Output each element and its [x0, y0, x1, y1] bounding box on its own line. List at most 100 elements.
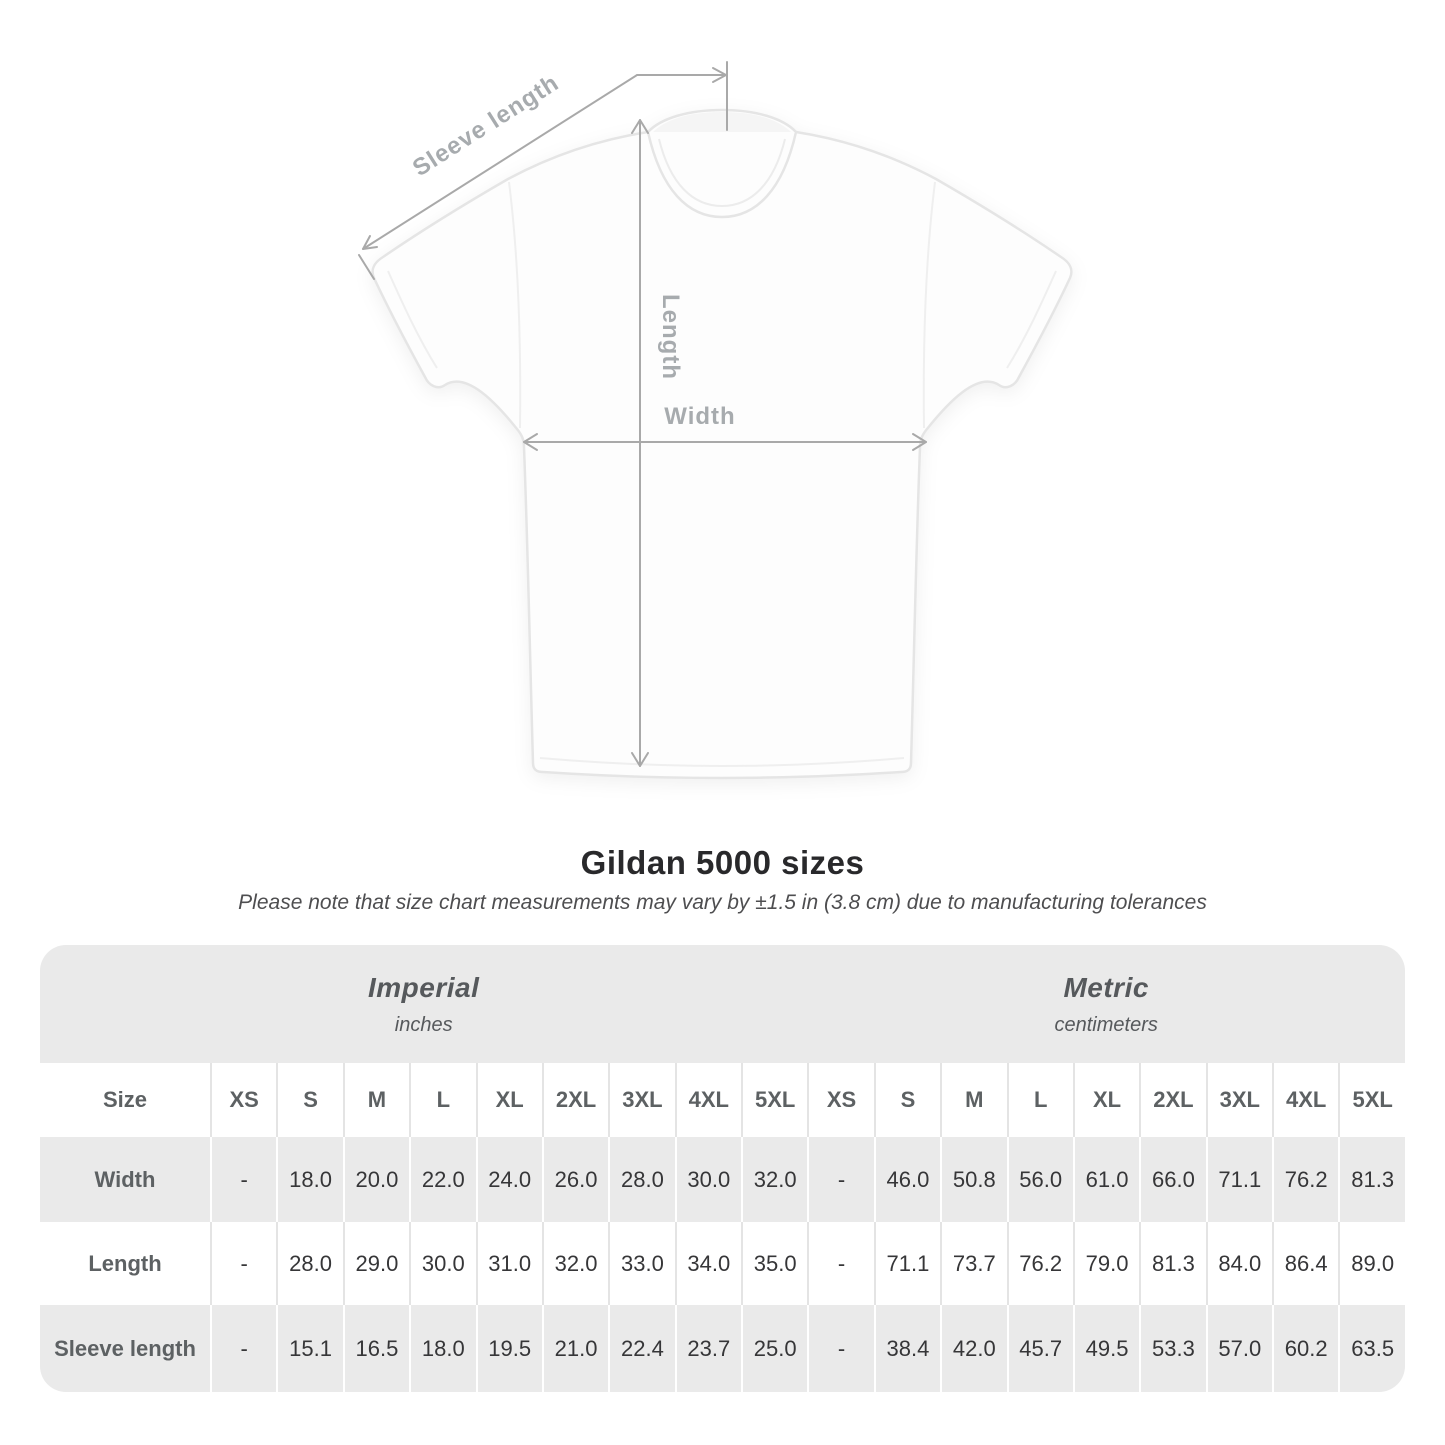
- measurement-value-cell: 32.0: [541, 1222, 609, 1305]
- left-sleeve-seam: [508, 181, 522, 429]
- size-header-cell: XS: [210, 1063, 277, 1137]
- measurement-value-cell: 28.0: [276, 1222, 343, 1305]
- measurement-value-cell: 16.5: [342, 1305, 410, 1392]
- measurement-value-cell: 38.4: [873, 1305, 941, 1392]
- measurement-value-cell: 23.7: [674, 1305, 741, 1392]
- measurement-value-cell: 56.0: [1006, 1137, 1073, 1222]
- collar-band-seam: [658, 138, 786, 208]
- measurement-value-cell: 22.0: [409, 1137, 476, 1222]
- measurement-value-cell: 49.5: [1072, 1305, 1140, 1392]
- measurement-value-cell: 57.0: [1205, 1305, 1272, 1392]
- measurement-value-cell: 34.0: [674, 1222, 741, 1305]
- measurement-value-cell: 81.3: [1139, 1222, 1206, 1305]
- measurement-value-cell: 66.0: [1139, 1137, 1206, 1222]
- measurement-value-cell: 63.5: [1338, 1305, 1405, 1392]
- measurement-value-cell: 42.0: [940, 1305, 1007, 1392]
- width-label: Width: [664, 403, 735, 430]
- measurement-value-cell: 18.0: [409, 1305, 476, 1392]
- metric-header-cell: Metric centimeters: [807, 945, 1405, 1063]
- measurement-value-cell: 50.8: [940, 1137, 1007, 1222]
- measurement-arrows: [358, 61, 927, 767]
- size-header-cell: XS: [807, 1063, 874, 1137]
- measurement-value-cell: 89.0: [1338, 1222, 1405, 1305]
- page-title: Gildan 5000 sizes: [580, 844, 865, 881]
- tshirt-graphic: [371, 108, 1073, 780]
- measurement-value-cell: 28.0: [608, 1137, 675, 1222]
- right-sleeve-hem: [1006, 270, 1057, 369]
- tshirt-outline: [371, 108, 1073, 780]
- left-sleeve-hem: [387, 270, 438, 369]
- measurement-value-cell: 53.3: [1139, 1305, 1206, 1392]
- size-header-cell: S: [276, 1063, 343, 1137]
- size-header-cell: M: [940, 1063, 1007, 1137]
- measurement-value-cell: 35.0: [741, 1222, 808, 1305]
- measurement-value-cell: 31.0: [475, 1222, 542, 1305]
- measurement-value-cell: 21.0: [541, 1305, 609, 1392]
- measurement-value-cell: 29.0: [342, 1222, 410, 1305]
- length-row: Length - 28.0 29.0 30.0 31.0 32.0 33.0 3…: [40, 1222, 1405, 1305]
- measurement-value-cell: 45.7: [1006, 1305, 1073, 1392]
- measurement-value-cell: 84.0: [1205, 1222, 1272, 1305]
- right-sleeve-seam: [922, 181, 936, 429]
- measurement-value-cell: 25.0: [741, 1305, 808, 1392]
- length-arrow: [631, 119, 649, 767]
- imperial-label: Imperial: [367, 971, 480, 1003]
- measurement-value-cell: -: [210, 1305, 277, 1392]
- measurement-value-cell: 71.1: [873, 1222, 941, 1305]
- size-header-cell: L: [409, 1063, 476, 1137]
- measurement-value-cell: -: [210, 1137, 277, 1222]
- tolerance-note: Please note that size chart measurements…: [238, 891, 1207, 914]
- size-header-cell: 3XL: [1205, 1063, 1272, 1137]
- measurement-value-cell: 71.1: [1205, 1137, 1272, 1222]
- metric-sublabel: centimeters: [1054, 1013, 1158, 1036]
- imperial-header-cell: Imperial inches: [40, 945, 808, 1063]
- measurement-value-cell: 32.0: [741, 1137, 808, 1222]
- measurement-value-cell: 86.4: [1272, 1222, 1339, 1305]
- measurement-value-cell: 20.0: [342, 1137, 410, 1222]
- measurement-value-cell: 79.0: [1072, 1222, 1140, 1305]
- size-header-cell: S: [873, 1063, 941, 1137]
- measurement-value-cell: 76.2: [1006, 1222, 1073, 1305]
- measurement-value-cell: 24.0: [475, 1137, 542, 1222]
- unit-header-row: Imperial inches Metric centimeters: [40, 945, 1405, 1063]
- measurement-value-cell: 46.0: [873, 1137, 941, 1222]
- measurement-value-cell: 30.0: [409, 1222, 476, 1305]
- sleeve-length-row: Sleeve length - 15.1 16.5 18.0 19.5 21.0…: [40, 1305, 1405, 1392]
- imperial-sublabel: inches: [394, 1013, 453, 1036]
- measurement-value-cell: 18.0: [276, 1137, 343, 1222]
- size-header-cell: 3XL: [608, 1063, 675, 1137]
- tshirt-measurement-diagram: Width Length Sleeve length: [358, 61, 1073, 780]
- size-header-cell: XL: [475, 1063, 542, 1137]
- size-chart-table: Imperial inches Metric centimeters Size …: [40, 945, 1405, 1392]
- size-col-header: Size: [40, 1063, 210, 1137]
- size-header-cell: 4XL: [1272, 1063, 1339, 1137]
- size-header-cell: M: [342, 1063, 410, 1137]
- bottom-hem-seam: [539, 757, 905, 768]
- measurement-value-cell: 30.0: [674, 1137, 741, 1222]
- size-header-row: Size XS S M L XL 2XL 3XL 4XL 5XL XS S M …: [40, 1063, 1405, 1137]
- sleeve-length-arrow: [358, 61, 728, 280]
- measurement-value-cell: 19.5: [475, 1305, 542, 1392]
- measurement-value-cell: 76.2: [1272, 1137, 1339, 1222]
- measurement-value-cell: 81.3: [1338, 1137, 1405, 1222]
- width-row: Width - 18.0 20.0 22.0 24.0 26.0 28.0 30…: [40, 1137, 1405, 1222]
- measurement-value-cell: 73.7: [940, 1222, 1007, 1305]
- measurement-value-cell: 22.4: [608, 1305, 675, 1392]
- measurement-value-cell: -: [807, 1222, 874, 1305]
- size-header-cell: 2XL: [1139, 1063, 1206, 1137]
- width-arrow: [523, 433, 927, 451]
- size-header-cell: L: [1006, 1063, 1073, 1137]
- measurement-value-cell: 33.0: [608, 1222, 675, 1305]
- measurement-value-cell: -: [210, 1222, 277, 1305]
- measurement-row-label: Length: [40, 1222, 210, 1305]
- measurement-value-cell: 15.1: [276, 1305, 343, 1392]
- measurement-value-cell: 61.0: [1072, 1137, 1140, 1222]
- measurement-value-cell: 60.2: [1272, 1305, 1339, 1392]
- size-header-cell: 5XL: [1338, 1063, 1405, 1137]
- measurement-value-cell: -: [807, 1305, 874, 1392]
- collar-front-band: [646, 131, 798, 219]
- measurement-row-label: Sleeve length: [40, 1305, 210, 1392]
- size-header-cell: 2XL: [541, 1063, 609, 1137]
- measurement-value-cell: 26.0: [541, 1137, 609, 1222]
